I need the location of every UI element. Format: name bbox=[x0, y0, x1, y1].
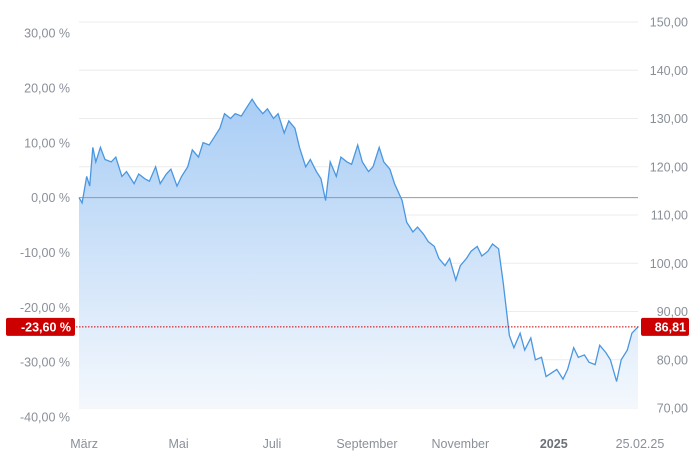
price-series-line bbox=[78, 97, 639, 382]
x-axis-tick-label: September bbox=[336, 437, 397, 451]
left-axis-tick-label: 20,00 % bbox=[24, 82, 70, 96]
x-axis-tick-label: Juli bbox=[263, 437, 282, 451]
right-axis-tick-label: 140,00 bbox=[650, 64, 688, 78]
current-price-label: 86,81 bbox=[655, 320, 686, 334]
left-axis-tick-label: 30,00 % bbox=[24, 27, 70, 41]
right-axis-tick-label: 100,00 bbox=[650, 257, 688, 271]
x-axis-tick-label: 25.02.25 bbox=[616, 437, 665, 451]
x-axis-tick-label: Mai bbox=[168, 437, 188, 451]
left-axis-tick-label: -10,00 % bbox=[20, 246, 70, 260]
left-axis-tick-label: -20,00 % bbox=[20, 301, 70, 315]
x-axis-tick-label: März bbox=[70, 437, 98, 451]
left-axis-tick-label: 10,00 % bbox=[24, 136, 70, 150]
right-axis-tick-label: 130,00 bbox=[650, 112, 688, 126]
right-axis-tick-label: 80,00 bbox=[657, 353, 688, 367]
current-price-badge: 86,81 bbox=[641, 317, 689, 336]
right-axis-tick-label: 110,00 bbox=[651, 209, 688, 223]
left-axis-tick-label: -40,00 % bbox=[20, 410, 70, 424]
right-axis-tick-label: 70,00 bbox=[657, 402, 688, 416]
current-percent-label: -23,60 % bbox=[21, 320, 71, 334]
left-percent-axis: 30,00 % 20,00 % 10,00 % 0,00 % -10,00 % -20,0… bbox=[20, 27, 70, 425]
left-axis-tick-label: -30,00 % bbox=[20, 356, 70, 370]
right-axis-tick-label: 90,00 bbox=[657, 305, 688, 319]
price-area-fill bbox=[79, 99, 638, 408]
x-date-axis: März Mai Juli September November 2025 25.02.25 bbox=[70, 437, 664, 451]
right-price-axis: 150,00 140,00 130,00 120,00 110,00 100,00 90,0… bbox=[650, 16, 688, 416]
left-axis-tick-label: 0,00 % bbox=[31, 191, 70, 205]
right-axis-tick-label: 120,00 bbox=[650, 160, 688, 174]
current-percent-badge: -23,60 % bbox=[6, 317, 75, 336]
x-axis-tick-label: November bbox=[432, 437, 490, 451]
x-axis-tick-label: 2025 bbox=[540, 437, 568, 451]
right-axis-tick-label: 150,00 bbox=[650, 16, 688, 30]
